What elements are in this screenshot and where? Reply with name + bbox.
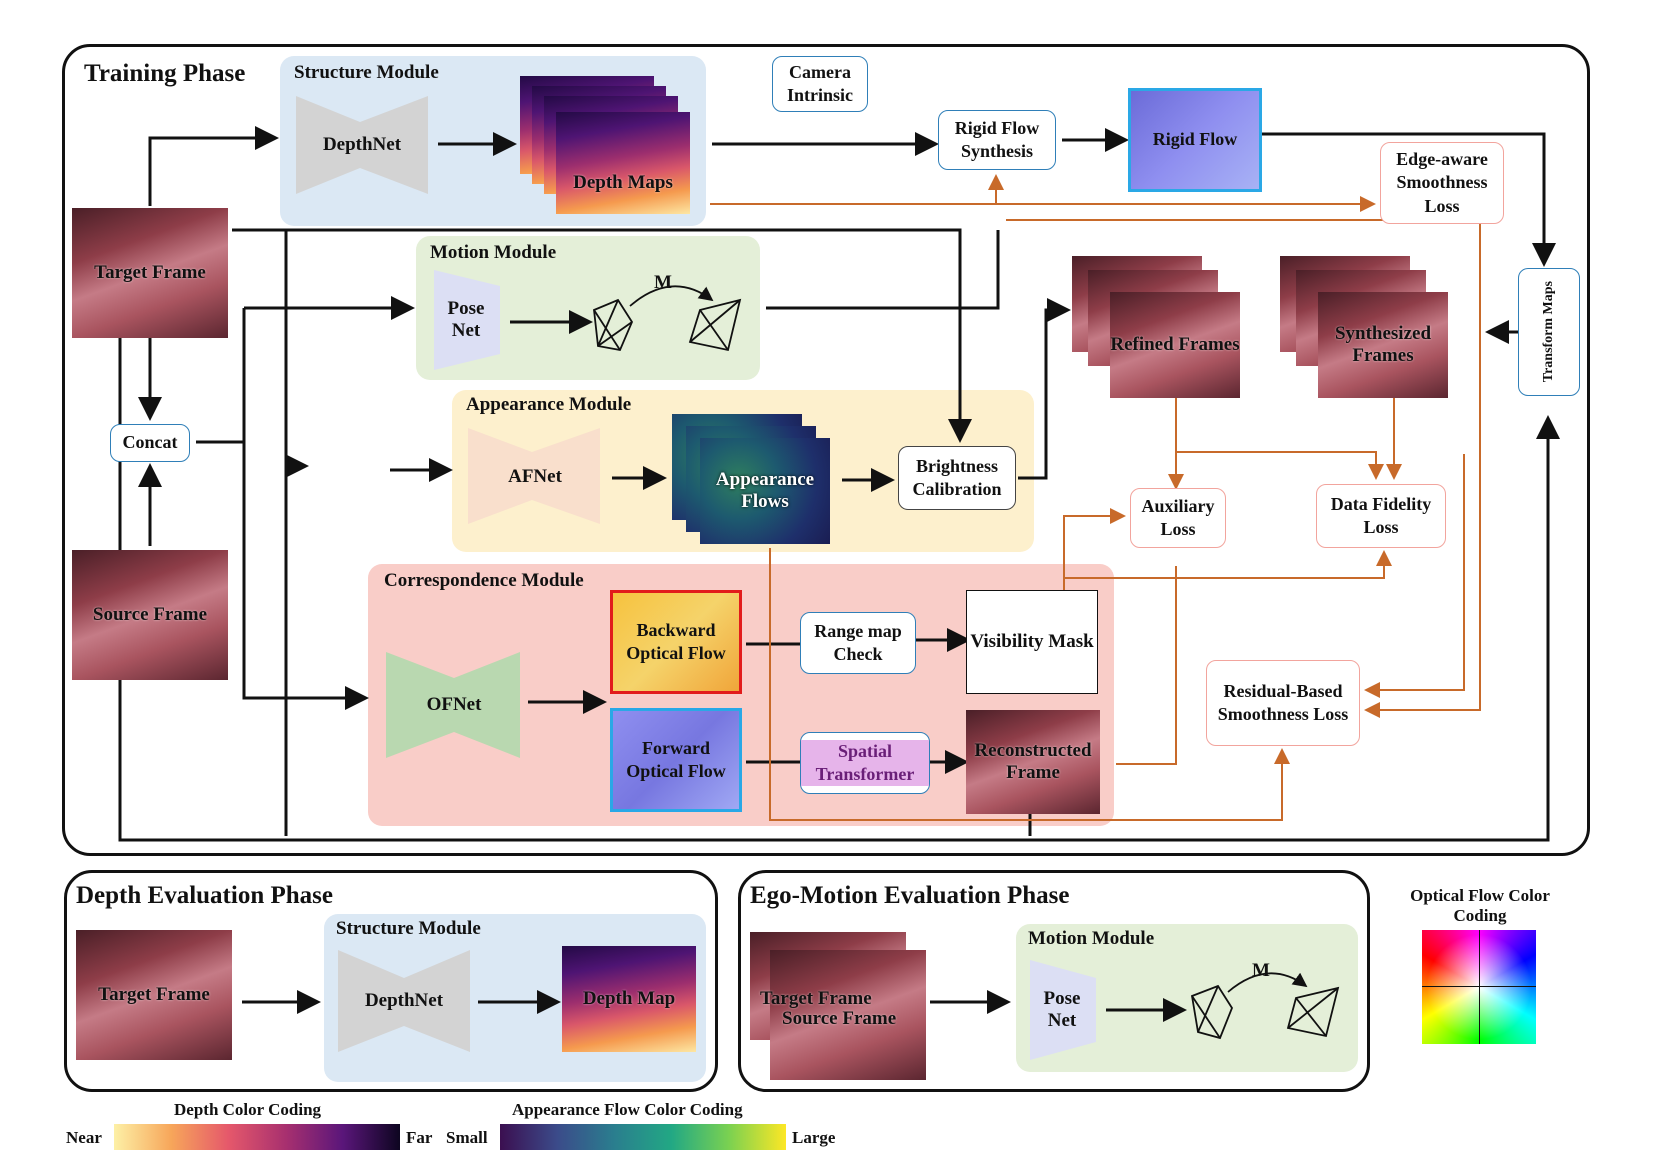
depth-legend-near: Near [66, 1128, 102, 1147]
afnet-shape-right [532, 428, 600, 524]
black-arrows [118, 126, 1560, 1022]
eval-frame-stack-front [770, 950, 926, 1080]
eval-depth-map-image: Depth Map [562, 946, 696, 1052]
rigid-flow-synthesis-box: Rigid Flow Synthesis [938, 110, 1056, 170]
depth-legend-far: Far [406, 1128, 433, 1147]
posenet-label: Pose Net [447, 298, 485, 341]
ego-eval-title: Ego-Motion Evaluation Phase [750, 882, 1070, 909]
reconstructed-frame-image: Reconstructed Frame [966, 710, 1100, 814]
rigid-flow-box: Rigid Flow [1128, 88, 1262, 192]
depthnet-shape-right [360, 96, 428, 194]
transform-maps-label: Transform Maps [1540, 281, 1556, 383]
eval-depthnet-label: DepthNet [364, 990, 444, 1011]
camera-intrinsic-box: Camera Intrinsic [772, 56, 868, 112]
ofnet-label: OFNet [426, 694, 482, 715]
optical-flow-legend-title: Optical Flow Color Coding [1410, 886, 1550, 925]
ofnet-shape [386, 652, 454, 758]
eval-target-frame-label: Target Frame [760, 988, 872, 1009]
appearance-legend-title: Appearance Flow Color Coding [512, 1100, 743, 1119]
brightness-calibration-box: Brightness Calibration [898, 446, 1016, 510]
depthnet-label: DepthNet [322, 134, 402, 155]
structure-module-title: Structure Module [294, 62, 439, 83]
afnet-shape [468, 428, 532, 524]
spatial-transformer-label: Spatial Transformer [801, 739, 929, 787]
backward-optical-flow-box: Backward Optical Flow [610, 590, 742, 694]
ofnet-shape-right [454, 652, 520, 758]
visibility-mask-box: Visibility Mask [966, 590, 1098, 694]
depth-maps-label: Depth Maps [556, 112, 690, 214]
eval-structure-module-title: Structure Module [336, 918, 481, 939]
eval-target-frame-image: Target Frame [76, 930, 232, 1060]
depth-legend-title: Depth Color Coding [174, 1100, 322, 1119]
forward-optical-flow-box: Forward Optical Flow [610, 708, 742, 812]
correspondence-module-title: Correspondence Module [384, 570, 584, 591]
eval-depthnet-shape [338, 950, 404, 1052]
eval-depthnet-shape-right [404, 950, 470, 1052]
appearance-flows-label: Appearance Flows [700, 438, 830, 544]
appearance-legend-small: Small [446, 1128, 488, 1147]
eval-camera-frustum-1 [1190, 984, 1234, 1040]
source-frame-image: Source Frame [72, 550, 228, 680]
appearance-colorbar [500, 1124, 786, 1150]
posenet-shape [434, 270, 500, 370]
target-frame-image: Target Frame [72, 208, 228, 338]
depth-colorbar [114, 1124, 400, 1150]
refined-frames-label: Refined Frames [1110, 292, 1240, 398]
ego-eval-panel [738, 870, 1370, 1092]
spatial-transformer-box: Spatial Transformer [800, 732, 930, 794]
eval-motion-module-title: Motion Module [1028, 928, 1155, 949]
camera-frustum-1 [593, 298, 634, 352]
motion-arc [629, 285, 714, 307]
appearance-module-title: Appearance Module [466, 394, 632, 415]
eval-posenet-shape [1030, 960, 1096, 1060]
edge-aware-smoothness-loss-box: Edge-aware Smoothness Loss [1380, 142, 1504, 224]
eval-camera-frustum-2 [1286, 986, 1340, 1038]
eval-posenet-label: Pose Net [1043, 988, 1081, 1031]
eval-motion-matrix-label: M [1252, 960, 1270, 981]
depth-eval-panel [64, 870, 718, 1092]
eval-motion-arc [1227, 972, 1308, 993]
camera-frustum-2 [688, 298, 742, 352]
depth-eval-title: Depth Evaluation Phase [76, 882, 333, 909]
data-fidelity-loss-box: Data Fidelity Loss [1316, 484, 1446, 548]
auxiliary-loss-box: Auxiliary Loss [1130, 488, 1226, 548]
training-phase-panel [62, 44, 1590, 856]
synthesized-frames-label: Synthesized Frames [1318, 292, 1448, 398]
motion-module-title: Motion Module [430, 242, 557, 263]
residual-smoothness-loss-box: Residual-Based Smoothness Loss [1206, 660, 1360, 746]
motion-matrix-label: M [654, 272, 672, 293]
concat-box-left: Concat [110, 424, 190, 462]
training-phase-title: Training Phase [84, 60, 246, 87]
range-map-check-box: Range map Check [800, 612, 916, 674]
transform-maps-box: Transform Maps [1518, 268, 1580, 396]
depthnet-shape [296, 96, 360, 194]
eval-source-frame-label: Source Frame [782, 1008, 897, 1029]
optical-flow-axis-v [1479, 930, 1480, 1044]
afnet-label: AFNet [508, 466, 562, 487]
appearance-legend-large: Large [792, 1128, 836, 1147]
